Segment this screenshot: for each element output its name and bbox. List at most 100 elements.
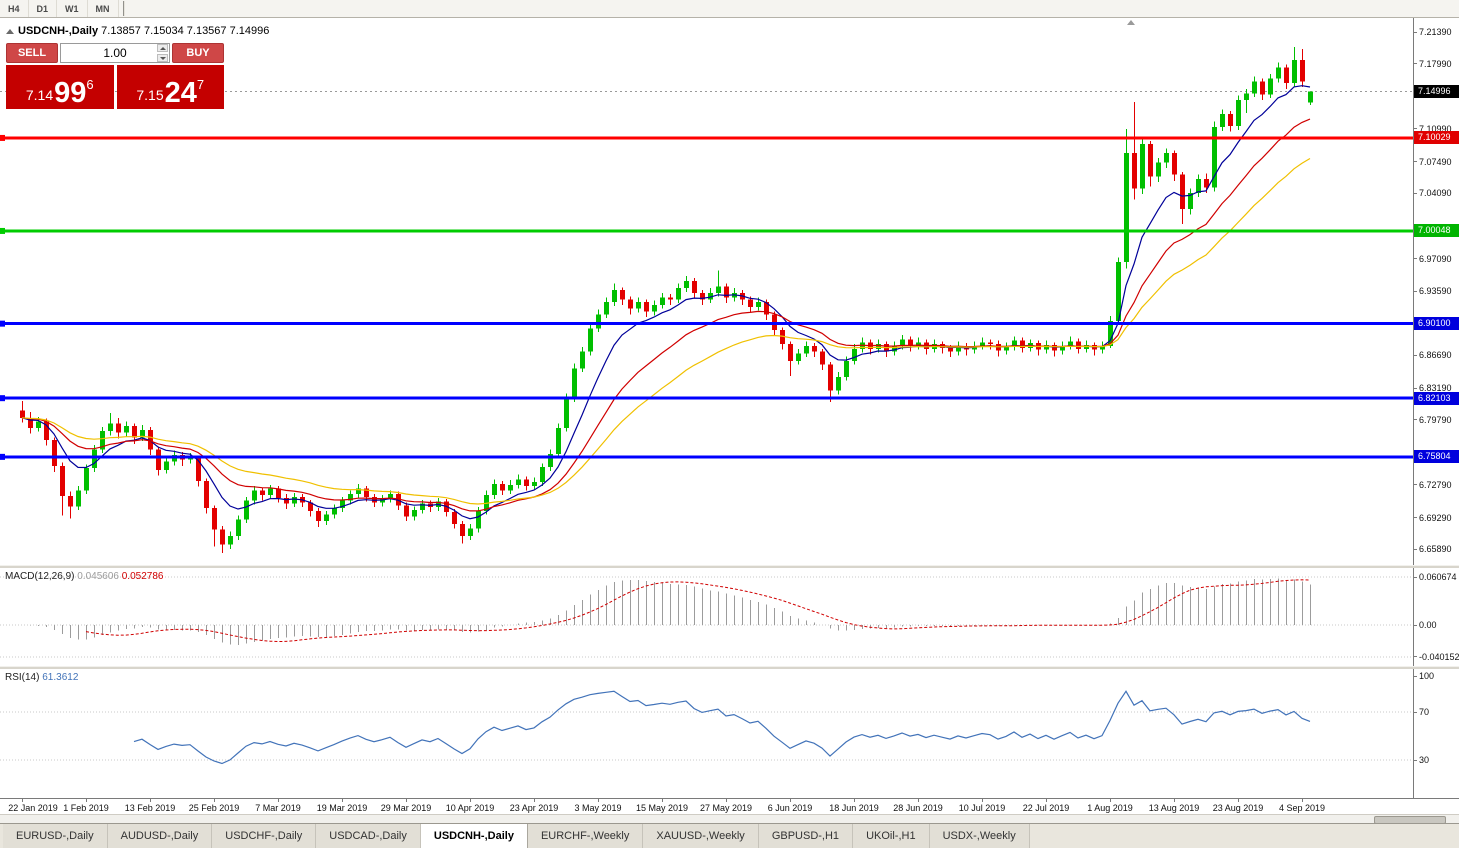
chart-tab-eurusd-daily[interactable]: EURUSD-,Daily bbox=[3, 824, 108, 848]
chart-tab-usdcad-daily[interactable]: USDCAD-,Daily bbox=[316, 824, 421, 848]
chart-tab-ukoil-h1[interactable]: UKOil-,H1 bbox=[853, 824, 930, 848]
chart-title: USDCNH-,Daily 7.13857 7.15034 7.13567 7.… bbox=[6, 25, 269, 37]
hline-handle[interactable] bbox=[0, 134, 5, 141]
period-button-h4[interactable]: H4 bbox=[0, 0, 29, 17]
volume-down-spinner[interactable] bbox=[157, 54, 168, 62]
sell-button[interactable]: SELL bbox=[6, 43, 58, 63]
rsi-axis-label: 70 bbox=[1419, 707, 1430, 717]
price-axis-tick bbox=[1414, 548, 1417, 550]
date-tick bbox=[854, 799, 855, 802]
date-tick bbox=[534, 799, 535, 802]
rsi-axis-tick bbox=[1414, 711, 1417, 713]
price-axis-tick bbox=[1414, 484, 1417, 486]
main-price-chart[interactable] bbox=[0, 18, 1413, 565]
date-tick bbox=[470, 799, 471, 802]
date-label: 23 Apr 2019 bbox=[509, 803, 559, 813]
price-axis-label: 6.79790 bbox=[1419, 414, 1452, 425]
date-tick bbox=[790, 799, 791, 802]
price-axis-label: 6.69290 bbox=[1419, 512, 1452, 523]
period-button-d1[interactable]: D1 bbox=[29, 0, 58, 17]
price-axis-tick bbox=[1414, 419, 1417, 421]
chart-symbol-label: USDCNH-,Daily bbox=[18, 25, 99, 37]
date-label: 25 Feb 2019 bbox=[188, 803, 240, 813]
date-label: 13 Aug 2019 bbox=[1148, 803, 1200, 813]
macd-signal-value: 0.052786 bbox=[121, 571, 164, 582]
date-tick bbox=[86, 799, 87, 802]
buy-button[interactable]: BUY bbox=[172, 43, 224, 63]
date-tick bbox=[598, 799, 599, 802]
price-badge: 6.82103 bbox=[1414, 391, 1459, 405]
date-tick bbox=[22, 799, 23, 802]
date-label: 10 Apr 2019 bbox=[445, 803, 495, 813]
date-label: 18 Jun 2019 bbox=[829, 803, 879, 813]
macd-axis-label: -0.040152 bbox=[1419, 651, 1459, 662]
one-click-collapse-icon[interactable] bbox=[6, 29, 14, 34]
rsi-label: RSI(14) 61.3612 bbox=[5, 672, 78, 683]
price-axis-tick bbox=[1414, 63, 1417, 65]
volume-up-spinner[interactable] bbox=[157, 44, 168, 52]
macd-signal-line bbox=[85, 579, 1311, 643]
toolbar-separator bbox=[121, 1, 125, 16]
rsi-value: 61.3612 bbox=[42, 672, 79, 683]
rsi-axis[interactable]: 100 70 30 bbox=[1413, 669, 1459, 798]
price-axis-tick bbox=[1414, 517, 1417, 519]
date-axis[interactable]: 22 Jan 2019 1 Feb 2019 13 Feb 2019 25 Feb 2… bbox=[0, 798, 1459, 814]
chart-tab-eurchf-weekly[interactable]: EURCHF-,Weekly bbox=[527, 824, 644, 848]
chart-shift-marker-icon bbox=[1127, 20, 1135, 25]
macd-axis-tick bbox=[1414, 624, 1417, 626]
hline-handle[interactable] bbox=[0, 320, 5, 327]
date-label: 19 Mar 2019 bbox=[316, 803, 368, 813]
hline-handle[interactable] bbox=[0, 395, 5, 402]
price-axis-tick bbox=[1414, 354, 1417, 356]
sell-price-big: 99 bbox=[54, 77, 87, 109]
volume-input[interactable]: 1.00 bbox=[60, 43, 170, 63]
macd-name: MACD(12,26,9) bbox=[5, 571, 75, 582]
period-toolbar: H4 D1 W1 MN bbox=[0, 0, 1459, 18]
price-badge: 7.10029 bbox=[1414, 131, 1459, 145]
hline-handle[interactable] bbox=[0, 453, 5, 460]
macd-panel[interactable] bbox=[0, 568, 1413, 666]
price-axis-label: 6.83190 bbox=[1419, 383, 1452, 394]
date-label: 10 Jul 2019 bbox=[958, 803, 1006, 813]
rsi-line bbox=[133, 690, 1311, 765]
horizontal-scrollbar[interactable] bbox=[0, 814, 1459, 824]
price-axis-tick bbox=[1414, 258, 1417, 259]
chart-tab-usdchf-daily[interactable]: USDCHF-,Daily bbox=[212, 824, 317, 848]
date-tick bbox=[214, 799, 215, 802]
macd-axis-tick bbox=[1414, 576, 1417, 578]
rsi-name: RSI(14) bbox=[5, 672, 40, 683]
moving-average-30[interactable] bbox=[21, 157, 1311, 505]
chart-ohlc-values: 7.13857 7.15034 7.13567 7.14996 bbox=[101, 25, 270, 37]
buy-price-prefix: 7.15 bbox=[136, 87, 164, 103]
chart-tab-usdx-weekly[interactable]: USDX-,Weekly bbox=[929, 824, 1030, 848]
chart-tab-usdcnh-daily[interactable]: USDCNH-,Daily bbox=[420, 824, 528, 848]
date-tick bbox=[1238, 799, 1239, 802]
chart-tab-audusd-daily[interactable]: AUDUSD-,Daily bbox=[107, 824, 213, 848]
rsi-axis-label: 100 bbox=[1419, 671, 1435, 681]
date-tick bbox=[662, 799, 663, 802]
price-axis[interactable]: 7.21390 7.17990 7.10990 7.07490 7.04090 6.970… bbox=[1413, 18, 1459, 565]
period-button-mn[interactable]: MN bbox=[88, 0, 119, 17]
buy-price-box[interactable]: 7.15 24 7 bbox=[116, 65, 224, 109]
macd-main-value: 0.045606 bbox=[77, 571, 119, 582]
price-axis-tick bbox=[1414, 31, 1417, 33]
date-tick bbox=[1174, 799, 1175, 802]
buy-price-big: 24 bbox=[164, 77, 197, 109]
price-axis-label: 6.86690 bbox=[1419, 350, 1452, 361]
macd-axis-tick bbox=[1414, 656, 1417, 658]
hline-handle[interactable] bbox=[0, 227, 5, 234]
macd-axis[interactable]: 0.060674 0.00 -0.040152 bbox=[1413, 568, 1459, 666]
spinner-up-icon bbox=[159, 46, 166, 50]
one-click-trading-panel: SELL 1.00 BUY 7.14 99 6 7.15 24 7 bbox=[6, 43, 224, 109]
price-axis-label: 6.97090 bbox=[1419, 253, 1452, 264]
spinner-down-icon bbox=[159, 56, 166, 60]
rsi-panel[interactable] bbox=[0, 669, 1413, 798]
sell-price-prefix: 7.14 bbox=[25, 87, 54, 103]
sell-price-box[interactable]: 7.14 99 6 bbox=[6, 65, 114, 109]
price-axis-label: 6.93590 bbox=[1419, 286, 1452, 297]
date-tick bbox=[342, 799, 343, 802]
chart-tab-xauusd-weekly[interactable]: XAUUSD-,Weekly bbox=[643, 824, 759, 848]
date-tick bbox=[1110, 799, 1111, 802]
period-button-w1[interactable]: W1 bbox=[57, 0, 88, 17]
chart-tab-gbpusd-h1[interactable]: GBPUSD-,H1 bbox=[758, 824, 854, 848]
